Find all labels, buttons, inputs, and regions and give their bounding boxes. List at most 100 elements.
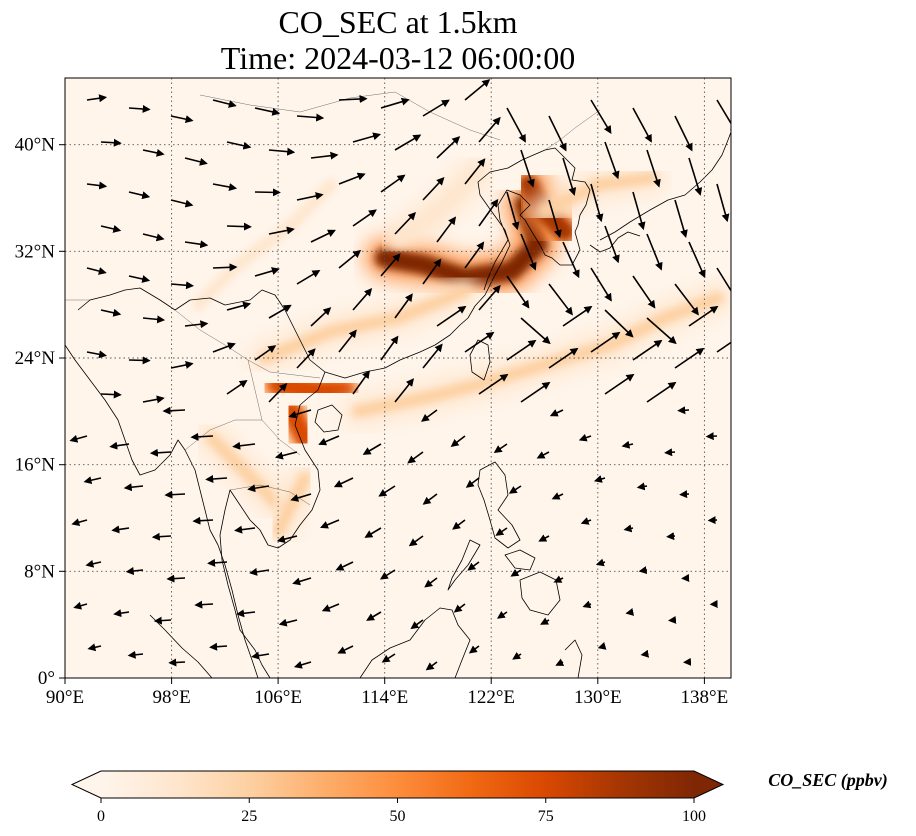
coastline-hainan <box>314 404 343 433</box>
wind-arrow <box>425 661 438 671</box>
wind-arrow <box>380 174 406 193</box>
wind-arrow <box>640 649 650 658</box>
wind-arrow <box>170 361 194 369</box>
lat-tick-label: 32°N <box>15 241 56 262</box>
wind-arrow <box>562 241 580 279</box>
plume-core <box>272 472 311 538</box>
wind-arrow <box>164 490 186 499</box>
wind-arrow <box>212 342 236 353</box>
wind-arrow <box>153 616 172 625</box>
wind-arrow <box>254 345 277 361</box>
wind-arrow <box>338 329 357 353</box>
wind-arrow <box>128 275 151 283</box>
wind-arrow <box>333 477 354 488</box>
wind-arrow <box>646 233 663 271</box>
lon-tick-labels: 90°E 98°E 106°E 114°E 122°E 130°E 138°E <box>46 687 728 708</box>
wind-arrow <box>293 661 312 669</box>
wind-arrow <box>465 477 480 488</box>
plume-core <box>192 178 338 311</box>
wind-arrow <box>111 525 130 534</box>
wind-arrow <box>288 409 312 419</box>
wind-arrow <box>520 381 551 403</box>
wind-arrow <box>705 432 718 441</box>
wind-arrow <box>548 115 567 152</box>
wind-arrow <box>254 107 281 116</box>
coastline-luzon <box>477 461 521 549</box>
wind-arrow <box>142 395 165 404</box>
wind-arrow <box>436 216 457 243</box>
wind-arrow <box>352 209 377 227</box>
wind-arrow <box>338 249 362 269</box>
lon-tick-label: 114°E <box>361 687 408 708</box>
wind-arrow <box>536 451 550 459</box>
wind-arrow <box>247 484 270 493</box>
wind-arrow <box>352 132 382 143</box>
colorbar-tick-label: 0 <box>97 808 105 825</box>
wind-arrow <box>436 305 467 327</box>
wind-arrow <box>493 443 508 454</box>
wind-arrow <box>548 283 573 316</box>
wind-arrow <box>71 518 88 527</box>
wind-arrow <box>452 519 466 530</box>
wind-arrow <box>123 483 144 492</box>
wind-arrow <box>379 569 396 580</box>
wind-arrow <box>625 608 635 616</box>
wind-arrow <box>478 116 501 143</box>
wind-arrow <box>422 177 445 201</box>
wind-arrow <box>679 490 690 499</box>
wind-arrow <box>646 149 661 188</box>
plume-core <box>538 172 658 218</box>
plume-core <box>352 292 724 418</box>
wind-arrow <box>512 651 522 660</box>
border-cambodia <box>229 484 311 506</box>
wind-arrow <box>464 158 486 185</box>
wind-arrow <box>113 609 130 618</box>
wind-arrow <box>128 356 151 365</box>
colorbar-extend-min <box>72 771 101 798</box>
title-variable: CO_SEC at 1.5km <box>278 4 518 40</box>
colorbar-tick-label: 50 <box>390 808 406 825</box>
wind-arrow <box>276 535 298 544</box>
lon-axis <box>64 678 705 684</box>
wind-arrow <box>421 409 438 422</box>
wind-arrow <box>87 643 102 652</box>
wind-arrow <box>310 151 339 160</box>
wind-arrow <box>268 226 295 235</box>
title-time: Time: 2024-03-12 06:00:00 <box>220 40 576 76</box>
wind-arrow <box>100 225 122 233</box>
wind-arrow <box>506 339 537 361</box>
wind-arrow <box>380 335 399 361</box>
lon-tick-label: 130°E <box>574 687 622 708</box>
wind-arrow <box>142 315 166 324</box>
wind-arrow <box>590 99 612 134</box>
lon-tick-label: 98°E <box>152 687 190 708</box>
coastline-japan-south <box>589 231 641 253</box>
wind-arrow <box>677 406 690 415</box>
wind-arrow <box>149 448 172 457</box>
plume-core <box>392 165 484 244</box>
wind-arrow <box>292 577 312 586</box>
wind-arrow <box>352 287 373 311</box>
wind-arrow <box>408 535 424 547</box>
wind-arrow <box>321 603 340 612</box>
lon-tick-label: 138°E <box>681 687 729 708</box>
wind-arrow <box>580 517 592 525</box>
wind-arrow <box>632 107 652 143</box>
wind-arrow <box>623 524 634 533</box>
wind-arrow <box>495 527 508 536</box>
wind-arrow <box>478 373 509 395</box>
wind-arrow <box>506 275 530 309</box>
wind-arrow <box>380 253 401 277</box>
coastlines <box>65 131 731 678</box>
wind-arrow <box>549 409 564 417</box>
lon-tick-label: 122°E <box>467 687 515 708</box>
wind-arrow <box>674 347 705 369</box>
lat-tick-label: 24°N <box>15 348 56 369</box>
wind-arrow <box>278 618 298 627</box>
wind-arrow <box>548 199 562 239</box>
plume-core <box>258 285 471 364</box>
wind-arrow <box>638 566 648 575</box>
wind-arrow <box>716 99 731 134</box>
wind-arrow <box>296 348 316 369</box>
